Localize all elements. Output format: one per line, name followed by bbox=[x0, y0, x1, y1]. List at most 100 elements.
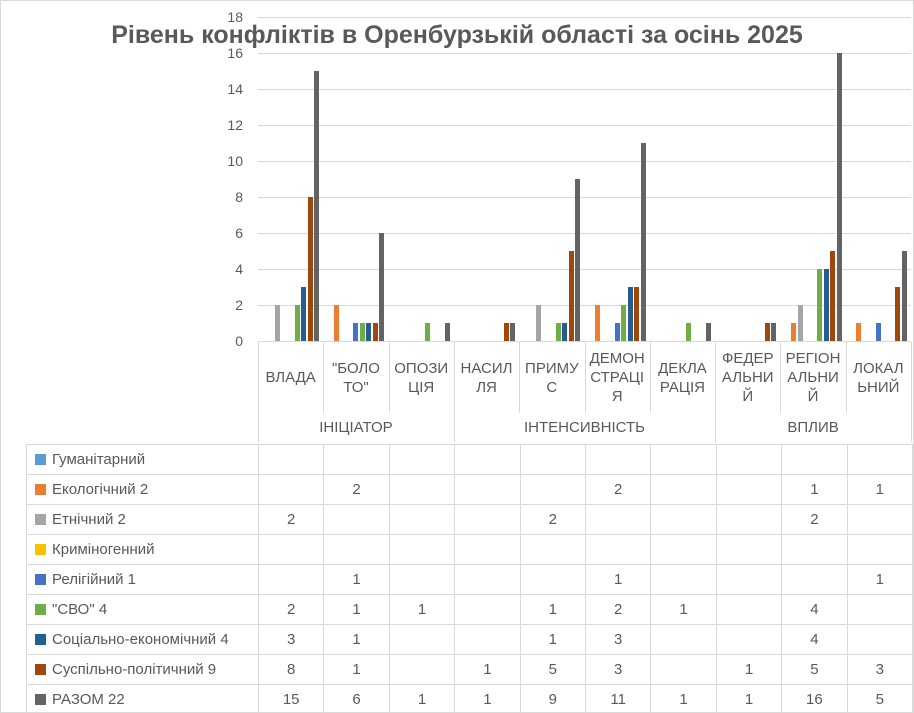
bar bbox=[314, 71, 320, 341]
bar bbox=[705, 323, 711, 341]
category-divider bbox=[584, 342, 586, 413]
gridline bbox=[258, 53, 911, 54]
table-value-cell bbox=[455, 445, 521, 475]
bar bbox=[797, 305, 803, 341]
table-value-cell bbox=[716, 565, 783, 595]
table-value-cell: 1 bbox=[455, 655, 521, 685]
table-value-cell bbox=[520, 535, 586, 565]
x-axis-category-label: ДЕКЛА РАЦІЯ bbox=[658, 359, 707, 396]
table-value-cell bbox=[389, 565, 456, 595]
y-axis-tick-label: 16 bbox=[227, 45, 243, 61]
gridline bbox=[258, 305, 911, 306]
table-value-cell bbox=[389, 655, 456, 685]
table-value-cell bbox=[782, 535, 848, 565]
table-value-cell bbox=[324, 505, 390, 535]
table-value-cell: 3 bbox=[259, 625, 325, 655]
y-axis-tick-label: 12 bbox=[227, 117, 243, 133]
table-value-cell bbox=[586, 505, 652, 535]
table-value-cell: 9 bbox=[521, 685, 586, 712]
table-value-cell bbox=[847, 595, 913, 625]
x-axis-category-label: НАСИЛ ЛЯ bbox=[460, 359, 513, 396]
series-label: Екологічний 2 bbox=[52, 481, 149, 498]
bar bbox=[875, 323, 881, 341]
x-axis-group-label: ІНІЦІАТОР bbox=[319, 419, 393, 436]
bar bbox=[503, 323, 509, 341]
bar bbox=[895, 287, 901, 341]
legend-cell: Суспільно-політичний 9 bbox=[27, 655, 259, 685]
table-value-cell bbox=[455, 475, 521, 505]
bar bbox=[791, 323, 797, 341]
table-value-cell bbox=[259, 565, 325, 595]
legend-cell: Етнічний 2 bbox=[27, 505, 259, 535]
bar bbox=[301, 287, 307, 341]
bar bbox=[836, 53, 842, 341]
table-value-cell bbox=[586, 535, 652, 565]
table-value-cell: 15 bbox=[259, 685, 325, 712]
group-divider bbox=[911, 342, 912, 442]
table-value-cell: 5 bbox=[848, 685, 913, 712]
bar bbox=[764, 323, 770, 341]
bar bbox=[425, 323, 431, 341]
bar bbox=[307, 197, 313, 341]
legend-color-swatch bbox=[35, 574, 46, 585]
bar bbox=[595, 305, 601, 341]
group-divider bbox=[453, 342, 455, 442]
table-value-cell: 1 bbox=[324, 625, 390, 655]
bar bbox=[614, 323, 620, 341]
table-value-cell: 2 bbox=[586, 475, 652, 505]
table-value-cell bbox=[455, 535, 521, 565]
bar bbox=[359, 323, 365, 341]
table-value-cell bbox=[259, 445, 325, 475]
table-value-cell: 1 bbox=[847, 565, 913, 595]
gridline bbox=[258, 89, 911, 90]
table-value-cell bbox=[847, 625, 913, 655]
bar bbox=[294, 305, 300, 341]
y-axis-tick-label: 6 bbox=[235, 225, 243, 241]
table-value-cell bbox=[847, 505, 913, 535]
table-value-cell: 1 bbox=[520, 625, 586, 655]
table-value-cell bbox=[847, 535, 913, 565]
series-label: Суспільно-політичний 9 bbox=[52, 661, 217, 678]
table-value-cell bbox=[389, 505, 456, 535]
table-value-cell: 1 bbox=[455, 685, 521, 712]
table-value-cell: 16 bbox=[782, 685, 848, 712]
bar bbox=[901, 251, 907, 341]
gridline bbox=[258, 17, 911, 18]
table-value-cell bbox=[520, 565, 586, 595]
series-label: "СВО" 4 bbox=[52, 601, 108, 618]
category-divider bbox=[649, 342, 651, 413]
category-divider bbox=[388, 342, 390, 413]
table-value-cell bbox=[259, 475, 325, 505]
category-divider bbox=[780, 342, 782, 413]
table-value-cell bbox=[520, 475, 586, 505]
bar bbox=[830, 251, 836, 341]
y-axis-tick-label: 2 bbox=[235, 297, 243, 313]
gridline bbox=[258, 269, 911, 270]
table-value-cell: 1 bbox=[520, 595, 586, 625]
legend-cell: Екологічний 2 bbox=[27, 475, 259, 505]
bar bbox=[568, 251, 574, 341]
table-value-cell bbox=[586, 445, 652, 475]
bar bbox=[686, 323, 692, 341]
x-axis-group-label: ІНТЕНСИВНІСТЬ bbox=[524, 419, 645, 436]
bar bbox=[444, 323, 450, 341]
legend-color-swatch bbox=[35, 694, 46, 705]
series-label: Гуманітарний bbox=[52, 451, 146, 468]
table-value-cell bbox=[259, 535, 325, 565]
series-label: РАЗОМ 22 bbox=[52, 691, 125, 708]
legend-color-swatch bbox=[35, 484, 46, 495]
category-divider bbox=[845, 342, 847, 413]
table-value-cell bbox=[389, 475, 456, 505]
table-value-cell: 3 bbox=[586, 655, 652, 685]
table-value-cell bbox=[651, 445, 717, 475]
table-value-cell bbox=[716, 505, 783, 535]
bar bbox=[562, 323, 568, 341]
table-value-cell bbox=[651, 505, 717, 535]
table-value-cell: 4 bbox=[782, 625, 848, 655]
x-axis-category-label: "БОЛО ТО" bbox=[331, 359, 380, 396]
y-axis-tick-label: 0 bbox=[235, 333, 243, 349]
table-value-cell bbox=[782, 445, 848, 475]
bar bbox=[856, 323, 862, 341]
y-axis-tick-label: 18 bbox=[227, 9, 243, 25]
